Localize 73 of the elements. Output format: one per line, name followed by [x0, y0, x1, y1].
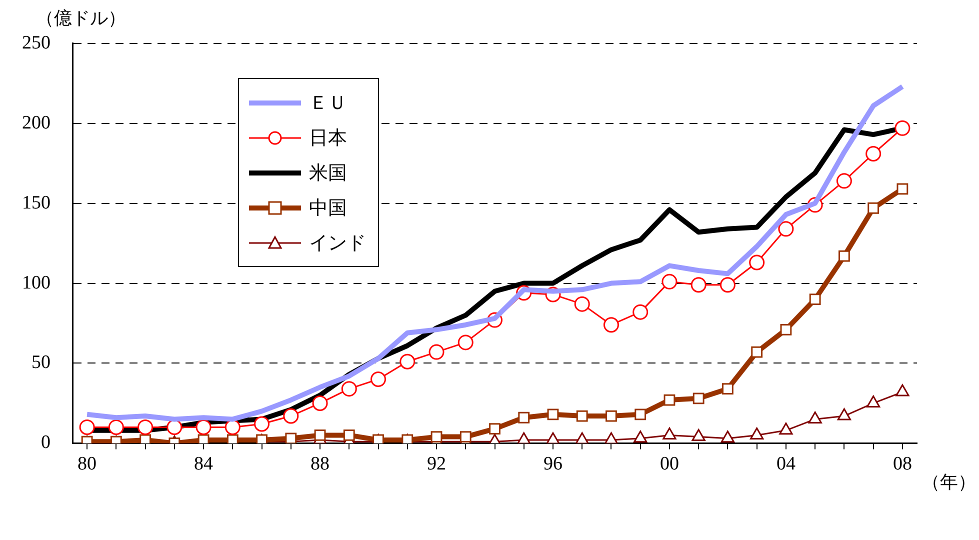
point — [780, 324, 792, 336]
point — [603, 317, 619, 333]
point — [662, 427, 676, 440]
point — [283, 408, 299, 424]
point — [138, 419, 154, 435]
point — [489, 423, 500, 435]
point — [518, 412, 530, 424]
x-tick-label: 80 — [78, 454, 97, 475]
point — [778, 221, 794, 237]
point — [750, 427, 764, 440]
point — [692, 429, 706, 442]
y-tick-label: 0 — [41, 432, 50, 454]
point — [866, 146, 882, 162]
point — [606, 410, 617, 422]
point — [108, 419, 124, 435]
point — [634, 408, 646, 420]
point — [779, 422, 793, 435]
point — [809, 294, 821, 305]
point — [632, 304, 648, 320]
y-tick-label: 200 — [22, 112, 50, 134]
point — [547, 408, 559, 420]
point — [722, 383, 734, 395]
x-tick-label: 04 — [776, 454, 796, 475]
x-axis-title: （年） — [922, 471, 976, 494]
point — [79, 419, 95, 435]
point — [720, 430, 735, 443]
point — [370, 371, 386, 387]
point — [400, 354, 416, 370]
point — [837, 408, 852, 420]
point — [574, 296, 590, 312]
point — [836, 173, 852, 189]
x-tick-label: 08 — [892, 454, 912, 475]
point — [866, 395, 880, 408]
point — [838, 250, 850, 262]
x-tick-label: 84 — [194, 454, 214, 475]
point — [343, 430, 355, 441]
point — [664, 394, 676, 406]
point — [314, 430, 326, 441]
point — [751, 346, 763, 358]
legend-label: 中国 — [309, 196, 347, 220]
y-axis-title: （億ドル） — [36, 7, 126, 30]
x-tick-label: 00 — [660, 454, 679, 475]
legend-label: 日本 — [309, 126, 347, 150]
point — [224, 419, 240, 435]
point — [458, 334, 474, 350]
point — [896, 384, 910, 396]
point — [868, 202, 880, 214]
x-tick-label: 92 — [427, 454, 446, 475]
point — [720, 277, 736, 293]
point — [576, 410, 588, 422]
legend-label: インド — [309, 232, 366, 256]
point — [662, 274, 678, 290]
point — [634, 430, 648, 443]
legend-label: 米国 — [309, 162, 347, 186]
y-tick-label: 250 — [22, 32, 50, 54]
point — [894, 120, 910, 136]
point — [749, 254, 765, 270]
point — [196, 419, 212, 435]
point — [341, 381, 357, 397]
point — [312, 395, 328, 411]
point — [690, 277, 706, 293]
x-tick-label: 88 — [310, 454, 330, 475]
y-tick-label: 150 — [22, 192, 50, 214]
point — [692, 392, 704, 404]
x-tick-label: 96 — [543, 454, 562, 475]
point — [254, 416, 270, 432]
point — [166, 419, 182, 435]
point — [808, 411, 822, 424]
y-tick-label: 50 — [32, 352, 50, 374]
legend-label: ＥＵ — [309, 92, 347, 116]
point — [428, 344, 444, 360]
point — [896, 183, 908, 195]
y-tick-label: 100 — [22, 272, 50, 294]
